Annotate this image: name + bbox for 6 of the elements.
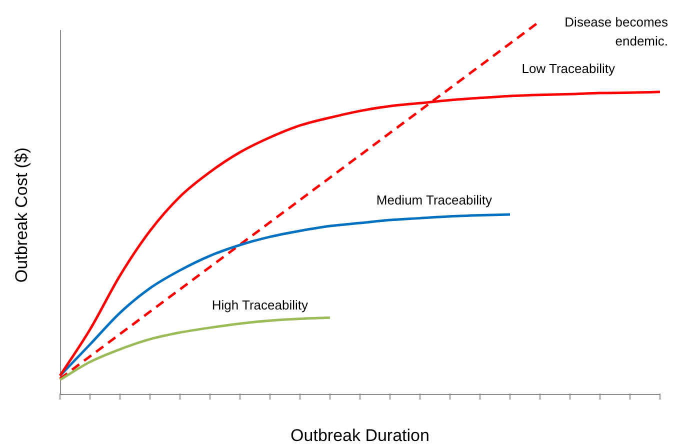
series-label: High Traceability (212, 298, 308, 313)
series-label: Low Traceability (522, 61, 616, 76)
series-label: Medium Traceability (376, 192, 492, 208)
series-label: Disease becomes endemic. (564, 14, 668, 48)
y-axis-title: Outbreak Cost ($) (12, 146, 32, 285)
x-axis-title: Outbreak Duration (290, 426, 430, 446)
